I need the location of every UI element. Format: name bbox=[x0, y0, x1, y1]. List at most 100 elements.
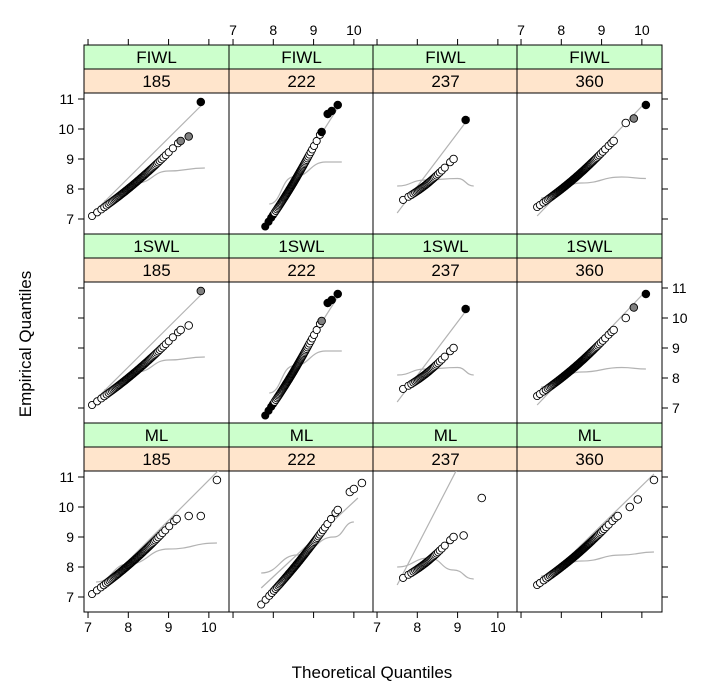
panel-content bbox=[88, 471, 222, 599]
strip-method-label: ML bbox=[145, 426, 169, 445]
strip-method-label: FIWL bbox=[425, 48, 466, 67]
strip-method bbox=[228, 422, 375, 448]
data-point-tail bbox=[459, 531, 468, 540]
data-point-tail bbox=[641, 289, 651, 299]
data-point-tail bbox=[449, 154, 458, 164]
panel-content bbox=[88, 286, 206, 410]
y-tick-label: 11 bbox=[59, 91, 74, 107]
fitted-curve bbox=[96, 542, 217, 583]
strip-method bbox=[372, 44, 519, 70]
data-point-tail bbox=[609, 325, 618, 335]
strip-group-label: 360 bbox=[575, 450, 603, 469]
panel-plot-area bbox=[372, 92, 519, 235]
data-point-tail bbox=[649, 475, 659, 485]
panel-content bbox=[533, 473, 659, 590]
y-tick-label: 11 bbox=[59, 469, 74, 485]
panel-content bbox=[261, 289, 343, 420]
x-tick-label: 10 bbox=[201, 619, 217, 635]
data-point bbox=[326, 514, 336, 524]
x-tick-label: 9 bbox=[598, 22, 606, 38]
strip-group bbox=[228, 446, 375, 472]
data-point-tail bbox=[333, 505, 343, 515]
data-point-tail bbox=[449, 343, 458, 353]
data-point-tail bbox=[333, 100, 343, 110]
data-point bbox=[168, 144, 177, 153]
data-point-tail bbox=[629, 303, 639, 312]
y-axis-label: Empirical Quantiles bbox=[16, 271, 35, 417]
strip-method bbox=[516, 44, 663, 70]
x-tick-label: 10 bbox=[634, 22, 650, 38]
data-point-tail bbox=[176, 136, 185, 146]
y-tick-label: 10 bbox=[58, 121, 74, 137]
data-point bbox=[312, 325, 321, 335]
strip-method-label: ML bbox=[290, 426, 314, 445]
data-point-tail bbox=[184, 132, 193, 141]
data-point-tail bbox=[317, 316, 326, 326]
strip-group-label: 222 bbox=[287, 72, 315, 91]
strip-group bbox=[228, 68, 375, 94]
data-point-tail bbox=[613, 511, 622, 521]
strip-group-label: 360 bbox=[575, 72, 603, 91]
strip-group-label: 237 bbox=[431, 450, 459, 469]
x-axis-label: Theoretical Quantiles bbox=[292, 663, 453, 682]
data-point-tail bbox=[327, 106, 336, 116]
panels-layer: FIWL 185 FIWL 222 FIWL 237 FIWL 360 1SWL 185 1SWL 2… bbox=[83, 44, 663, 613]
strip-group bbox=[83, 68, 230, 94]
data-point-tail bbox=[461, 115, 470, 125]
x-tick-label: 7 bbox=[373, 619, 381, 635]
strip-group-label: 185 bbox=[142, 450, 170, 469]
reference-line bbox=[95, 101, 206, 211]
x-tick-label: 8 bbox=[557, 22, 565, 38]
data-point-tail bbox=[625, 502, 635, 512]
data-point-tail bbox=[629, 114, 639, 123]
data-point-tail bbox=[461, 304, 470, 314]
y-tick-label: 10 bbox=[58, 499, 74, 515]
panel-content bbox=[533, 289, 651, 406]
x-tick-label: 9 bbox=[454, 619, 462, 635]
panel-content bbox=[396, 115, 474, 214]
data-point-tail bbox=[184, 321, 193, 330]
panel-content bbox=[257, 478, 367, 609]
data-point bbox=[165, 522, 174, 531]
strip-method bbox=[228, 233, 375, 259]
data-point-tail bbox=[357, 478, 367, 488]
strip-method bbox=[372, 422, 519, 448]
fitted-curve bbox=[397, 557, 474, 580]
data-point-tail bbox=[449, 532, 458, 542]
strip-group bbox=[516, 257, 663, 283]
data-point-tail bbox=[641, 100, 651, 110]
strip-group-label: 222 bbox=[287, 261, 315, 280]
data-point-tail bbox=[609, 136, 618, 146]
panel-content bbox=[396, 471, 487, 586]
data-point-tail bbox=[633, 495, 643, 504]
strip-group-label: 185 bbox=[142, 261, 170, 280]
fitted-curve bbox=[269, 350, 342, 394]
y-tick-label: 7 bbox=[672, 400, 680, 416]
strip-method bbox=[228, 44, 375, 70]
fitted-curve bbox=[397, 177, 474, 187]
panel-content bbox=[88, 97, 206, 221]
data-point bbox=[312, 136, 321, 146]
data-point-tail bbox=[196, 97, 206, 107]
y-tick-label: 9 bbox=[66, 151, 74, 167]
data-point-tail bbox=[327, 295, 336, 305]
strip-method-label: ML bbox=[578, 426, 602, 445]
data-point-tail bbox=[621, 118, 631, 128]
data-point-tail bbox=[176, 325, 185, 335]
strip-group bbox=[372, 257, 519, 283]
strip-method-label: FIWL bbox=[569, 48, 610, 67]
strip-method-label: 1SWL bbox=[133, 237, 179, 256]
data-point-tail bbox=[184, 511, 193, 521]
y-tick-label: 8 bbox=[66, 559, 74, 575]
y-tick-label: 9 bbox=[66, 529, 74, 545]
strip-method-label: ML bbox=[434, 426, 458, 445]
strip-group-label: 237 bbox=[431, 72, 459, 91]
strip-method-label: 1SWL bbox=[278, 237, 324, 256]
strip-method bbox=[83, 44, 230, 70]
reference-line bbox=[95, 290, 206, 400]
panel-content bbox=[396, 304, 474, 403]
data-point-tail bbox=[196, 511, 206, 521]
y-tick-label: 7 bbox=[66, 589, 74, 605]
strip-group-label: 360 bbox=[575, 261, 603, 280]
